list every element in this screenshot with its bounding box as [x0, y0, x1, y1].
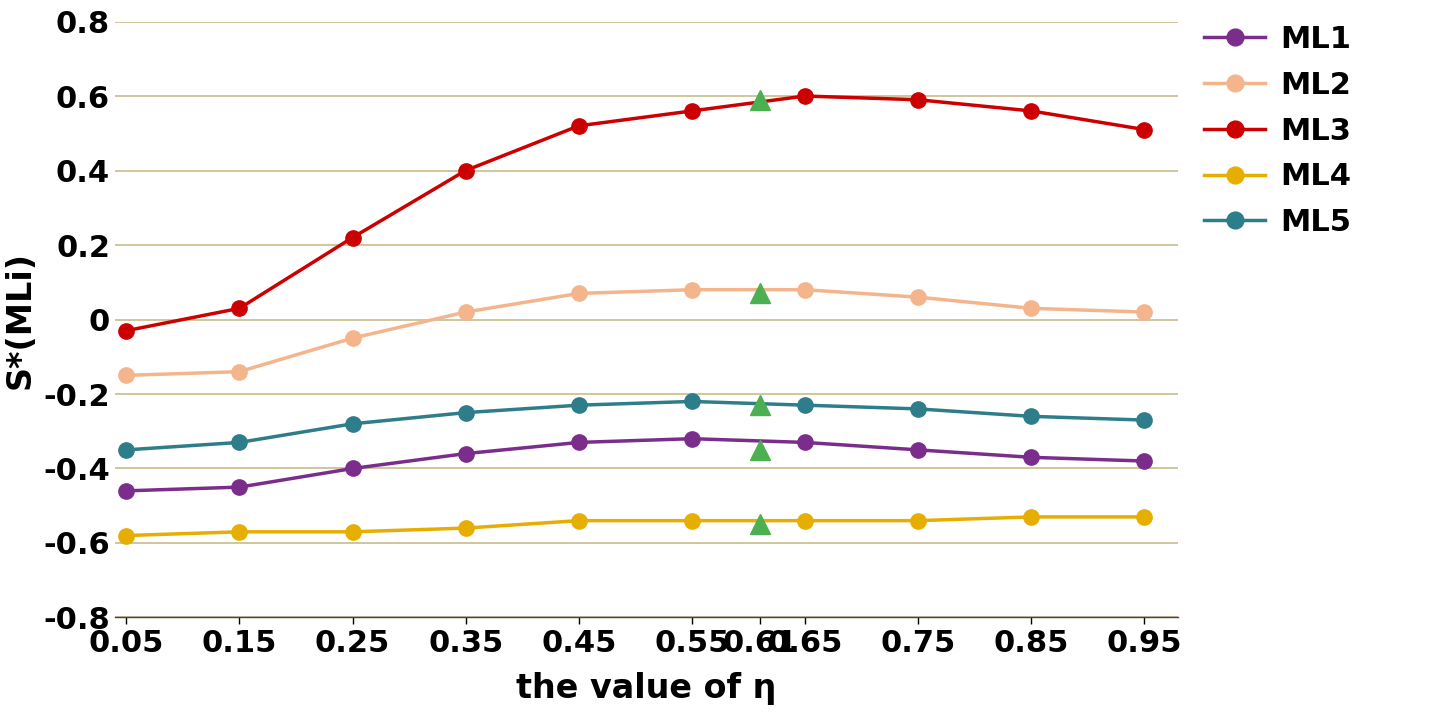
ML2 [683, 285, 700, 294]
Line: ML4: ML4 [119, 509, 1152, 544]
ML1 [796, 438, 813, 447]
ML5 [231, 438, 249, 447]
Line: ML2: ML2 [119, 282, 1152, 383]
ML2 [457, 308, 474, 317]
Legend: ML1, ML2, ML3, ML4, ML5: ML1, ML2, ML3, ML4, ML5 [1204, 25, 1352, 237]
ML3 [343, 233, 361, 242]
ML1 [570, 438, 588, 447]
ML4 [1023, 513, 1040, 521]
ML4 [1135, 513, 1152, 521]
ML5 [570, 401, 588, 409]
ML4 [457, 524, 474, 533]
ML5 [1023, 412, 1040, 421]
ML3 [1135, 125, 1152, 134]
ML2 [1023, 304, 1040, 312]
Line: ML1: ML1 [119, 431, 1152, 498]
ML4 [683, 516, 700, 525]
ML2 [343, 334, 361, 342]
ML2 [570, 289, 588, 298]
ML3 [457, 166, 474, 174]
ML1 [910, 446, 927, 454]
ML3 [796, 92, 813, 101]
ML4 [570, 516, 588, 525]
ML4 [796, 516, 813, 525]
X-axis label: the value of η: the value of η [516, 672, 777, 705]
ML3 [1023, 106, 1040, 115]
ML1 [683, 434, 700, 443]
ML5 [910, 405, 927, 414]
ML1 [118, 487, 135, 495]
Y-axis label: S*(MLi): S*(MLi) [3, 251, 36, 388]
ML1 [343, 465, 361, 473]
ML5 [457, 409, 474, 417]
ML4 [910, 516, 927, 525]
ML5 [796, 401, 813, 409]
ML3 [570, 121, 588, 130]
Line: ML3: ML3 [119, 88, 1152, 338]
ML4 [118, 531, 135, 540]
ML5 [118, 446, 135, 454]
ML3 [910, 95, 927, 104]
ML2 [796, 285, 813, 294]
ML5 [1135, 416, 1152, 424]
ML3 [231, 304, 249, 312]
ML2 [118, 371, 135, 380]
Line: ML5: ML5 [119, 393, 1152, 457]
ML5 [683, 397, 700, 406]
ML2 [231, 368, 249, 376]
ML1 [231, 482, 249, 491]
ML1 [457, 449, 474, 458]
ML1 [1023, 453, 1040, 462]
ML3 [118, 327, 135, 335]
ML3 [683, 106, 700, 115]
ML2 [910, 293, 927, 302]
ML4 [231, 528, 249, 536]
ML2 [1135, 308, 1152, 317]
ML1 [1135, 457, 1152, 465]
ML5 [343, 419, 361, 428]
ML4 [343, 528, 361, 536]
